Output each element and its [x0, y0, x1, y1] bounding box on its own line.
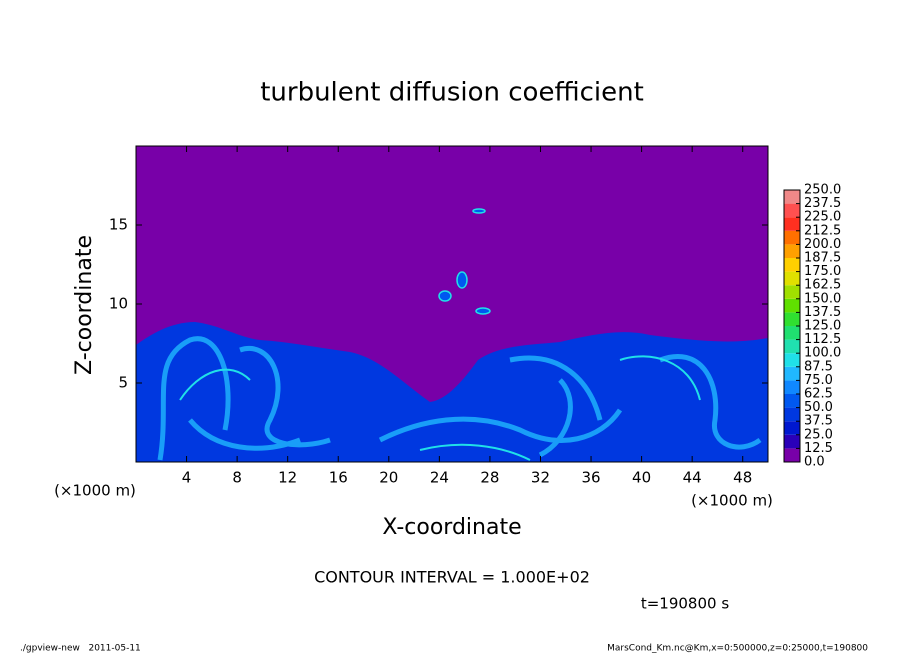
colorbar-cell: [784, 407, 800, 422]
x-tick-label: 4: [182, 469, 192, 487]
colorbar-label: 237.5: [804, 196, 841, 211]
colorbar-label: 0.0: [804, 455, 825, 470]
field-highlights: [179, 355, 701, 461]
colorbar-label: 12.5: [804, 441, 833, 456]
y-axis-label: Z-coordinate: [72, 235, 97, 375]
colorbar-label: 37.5: [804, 414, 833, 429]
x-tick-label: 36: [581, 469, 600, 487]
colorbar-cell: [784, 326, 800, 340]
time-label: t=190800 s: [641, 595, 729, 613]
colorbar-cell: [784, 203, 800, 218]
field-blobs: [438, 208, 491, 315]
colorbar-label: 250.0: [804, 183, 841, 198]
colorbar-label: 62.5: [804, 387, 833, 402]
x-tick-label: 48: [733, 469, 752, 487]
colorbar-label: 212.5: [804, 223, 841, 238]
colorbar-cell: [784, 394, 800, 408]
x-tick-label: 16: [329, 469, 348, 487]
colorbar-cell: [784, 312, 800, 326]
colorbar-cell: [784, 339, 800, 354]
colorbar-cell: [784, 217, 800, 231]
axis-unit: (×1000 m): [54, 482, 136, 500]
colorbar-cell: [784, 298, 800, 313]
colorbar-label: 125.0: [804, 319, 841, 334]
colorbar-label: 50.0: [804, 400, 833, 415]
colorbar-label: 87.5: [804, 359, 833, 374]
colorbar-cell: [784, 434, 800, 449]
field-region: [136, 322, 768, 462]
colorbar-label: 75.0: [804, 373, 833, 388]
colorbar-label: 150.0: [804, 291, 841, 306]
colorbar-label: 137.5: [804, 305, 841, 320]
colorbar-label: 162.5: [804, 278, 841, 293]
colorbar-cell: [784, 271, 800, 286]
y-tick-label: 15: [109, 216, 128, 234]
colorbar-cell: [784, 285, 800, 299]
x-tick-label: 20: [379, 469, 398, 487]
y-tick-label: 5: [118, 374, 128, 392]
colorbar-cell: [784, 353, 800, 367]
colorbar-label: 225.0: [804, 210, 841, 225]
y-tick-label: 10: [109, 295, 128, 313]
footer-right: MarsCond_Km.nc@Km,x=0:500000,z=0:25000,t…: [607, 644, 868, 654]
axis-unit: (×1000 m): [691, 492, 773, 510]
x-tick-label: 40: [632, 469, 651, 487]
colorbar-label: 200.0: [804, 237, 841, 252]
colorbar-cell: [784, 380, 800, 394]
colorbar-cell: [784, 258, 800, 272]
colorbar-label: 25.0: [804, 427, 833, 442]
colorbar-cell: [784, 190, 800, 204]
colorbar-label: 100.0: [804, 346, 841, 361]
colorbar-label: 187.5: [804, 251, 841, 266]
colorbar-label: 112.5: [804, 332, 841, 347]
x-tick-label: 8: [232, 469, 242, 487]
colorbar-cell: [784, 244, 800, 258]
x-tick-label: 24: [430, 469, 449, 487]
x-tick-label: 44: [683, 469, 702, 487]
colorbar-cell: [784, 366, 800, 381]
colorbar-cell: [784, 448, 800, 462]
x-tick-label: 12: [278, 469, 297, 487]
chart-title: turbulent diffusion coefficient: [260, 78, 644, 108]
footer-left: ./gpview-new 2011-05-11: [20, 644, 141, 654]
x-axis-label: X-coordinate: [382, 515, 521, 540]
x-tick-label: 28: [480, 469, 499, 487]
x-tick-label: 32: [531, 469, 550, 487]
contour-interval: CONTOUR INTERVAL = 1.000E+02: [314, 568, 590, 587]
colorbar-cell: [784, 230, 800, 245]
colorbar-cell: [784, 421, 800, 435]
field-swirls: [157, 336, 762, 461]
colorbar-label: 175.0: [804, 264, 841, 279]
